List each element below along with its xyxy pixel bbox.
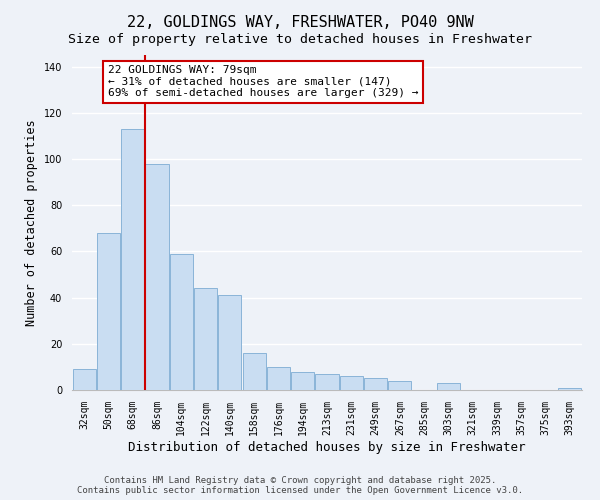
Bar — [242, 353, 266, 390]
Bar — [559, 388, 581, 390]
Y-axis label: Number of detached properties: Number of detached properties — [25, 119, 38, 326]
Bar — [170, 254, 193, 390]
Bar — [73, 369, 95, 390]
Bar — [437, 383, 460, 390]
Bar — [291, 372, 314, 390]
Text: 22 GOLDINGS WAY: 79sqm
← 31% of detached houses are smaller (147)
69% of semi-de: 22 GOLDINGS WAY: 79sqm ← 31% of detached… — [108, 65, 418, 98]
Bar — [194, 288, 217, 390]
Bar — [267, 367, 290, 390]
Bar — [97, 233, 120, 390]
Text: Size of property relative to detached houses in Freshwater: Size of property relative to detached ho… — [68, 32, 532, 46]
Bar — [388, 381, 412, 390]
Bar — [316, 374, 338, 390]
Bar — [340, 376, 363, 390]
Bar — [121, 129, 144, 390]
X-axis label: Distribution of detached houses by size in Freshwater: Distribution of detached houses by size … — [128, 440, 526, 454]
Text: 22, GOLDINGS WAY, FRESHWATER, PO40 9NW: 22, GOLDINGS WAY, FRESHWATER, PO40 9NW — [127, 15, 473, 30]
Bar — [364, 378, 387, 390]
Bar — [145, 164, 169, 390]
Text: Contains HM Land Registry data © Crown copyright and database right 2025.
Contai: Contains HM Land Registry data © Crown c… — [77, 476, 523, 495]
Bar — [218, 296, 241, 390]
